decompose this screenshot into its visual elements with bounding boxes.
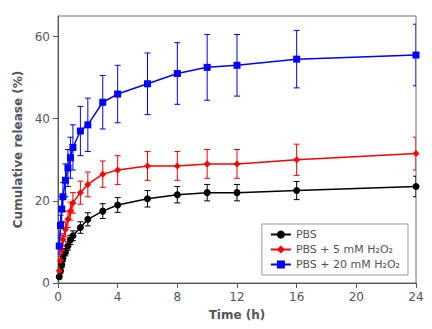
svg-text:0: 0 (42, 276, 50, 290)
svg-text:Time (h): Time (h) (209, 308, 266, 322)
svg-text:Cumulative release (%): Cumulative release (%) (11, 71, 25, 228)
svg-text:16: 16 (289, 290, 304, 304)
svg-text:40: 40 (35, 112, 50, 126)
svg-text:0: 0 (54, 290, 62, 304)
svg-text:60: 60 (35, 30, 50, 44)
svg-text:20: 20 (35, 194, 50, 208)
svg-text:PBS: PBS (296, 228, 317, 241)
svg-text:PBS + 20 mM H₂O₂: PBS + 20 mM H₂O₂ (296, 258, 400, 271)
svg-text:24: 24 (408, 290, 423, 304)
svg-text:8: 8 (174, 290, 182, 304)
svg-text:PBS + 5 mM H₂O₂: PBS + 5 mM H₂O₂ (296, 243, 393, 256)
svg-text:20: 20 (349, 290, 364, 304)
svg-text:4: 4 (114, 290, 122, 304)
svg-text:12: 12 (229, 290, 244, 304)
